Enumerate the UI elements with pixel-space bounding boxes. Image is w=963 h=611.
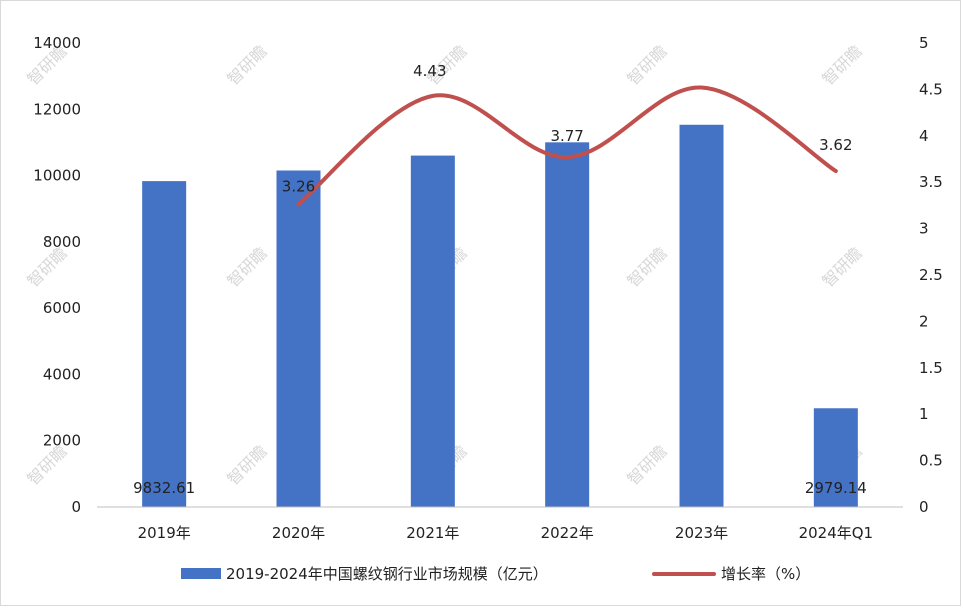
line-value-label: 4.43 xyxy=(413,62,446,80)
watermark-text: 智研瞻 xyxy=(623,441,670,488)
right-axis-tick-label: 4.5 xyxy=(919,80,943,98)
watermark-text: 智研瞻 xyxy=(623,41,670,88)
left-axis-tick-label: 8000 xyxy=(43,233,81,251)
watermark-text: 智研瞻 xyxy=(223,41,270,88)
line-value-label: 3.62 xyxy=(819,136,852,154)
watermark-text: 智研瞻 xyxy=(223,243,270,290)
x-axis-tick-label: 2021年 xyxy=(406,524,459,542)
right-axis-tick-label: 3 xyxy=(919,220,929,238)
right-axis-tick-label: 1 xyxy=(919,405,929,423)
right-axis-tick-label: 0 xyxy=(919,498,929,516)
left-axis-tick-label: 6000 xyxy=(43,299,81,317)
x-axis-tick-label: 2019年 xyxy=(138,524,191,542)
bar-2021年 xyxy=(410,155,455,507)
right-axis-tick-label: 1.5 xyxy=(919,359,943,377)
right-axis-tick-label: 2.5 xyxy=(919,266,943,284)
growth-rate-line xyxy=(296,85,838,207)
left-axis-tick-label: 0 xyxy=(71,498,81,516)
line-value-label: 3.26 xyxy=(282,177,315,195)
legend-bar-swatch xyxy=(181,568,221,579)
x-axis-tick-label: 2022年 xyxy=(541,524,594,542)
legend: 2019-2024年中国螺纹钢行业市场规模（亿元） 增长率（%） xyxy=(181,565,810,583)
right-axis-tick-label: 4 xyxy=(919,127,929,145)
left-axis-tick-label: 4000 xyxy=(43,365,81,383)
line-value-label: 3.77 xyxy=(550,127,583,145)
right-axis-tick-label: 0.5 xyxy=(919,452,943,470)
right-axis-tick-label: 2 xyxy=(919,312,929,330)
bar-2019年 xyxy=(142,181,187,508)
watermark-text: 智研瞻 xyxy=(623,243,670,290)
left-axis-tick-label: 10000 xyxy=(33,167,81,185)
data-labels: 9832.61 2979.14 3.26 4.43 3.77 3.62 xyxy=(133,62,867,497)
x-axis-tick-label: 2023年 xyxy=(675,524,728,542)
bar-value-label: 9832.61 xyxy=(133,479,195,497)
line-series xyxy=(296,85,838,207)
watermark-text: 智研瞻 xyxy=(818,243,865,290)
right-axis-tick-label: 3.5 xyxy=(919,173,943,191)
left-axis-tick-label: 12000 xyxy=(33,100,81,118)
bar-2020年 xyxy=(276,170,321,507)
bar-2023年 xyxy=(679,124,724,507)
right-axis-tick-label: 5 xyxy=(919,34,929,52)
bar-2022年 xyxy=(545,142,590,507)
x-axis-tick-label: 2020年 xyxy=(272,524,325,542)
left-axis-tick-label: 2000 xyxy=(43,432,81,450)
bar-value-label: 2979.14 xyxy=(805,479,867,497)
axes: 0 2000 4000 6000 8000 10000 12000 14000 0 0.5 1 1.5… xyxy=(33,34,943,542)
left-axis-tick-label: 14000 xyxy=(33,34,81,52)
legend-bar-label: 2019-2024年中国螺纹钢行业市场规模（亿元） xyxy=(226,565,548,583)
bar-series xyxy=(142,124,858,508)
legend-line-label: 增长率（%） xyxy=(721,565,810,583)
watermark-text: 智研瞻 xyxy=(223,441,270,488)
bar-2024年Q1 xyxy=(813,408,858,507)
x-axis-tick-label: 2024年Q1 xyxy=(799,524,874,542)
watermark-text: 智研瞻 xyxy=(818,41,865,88)
